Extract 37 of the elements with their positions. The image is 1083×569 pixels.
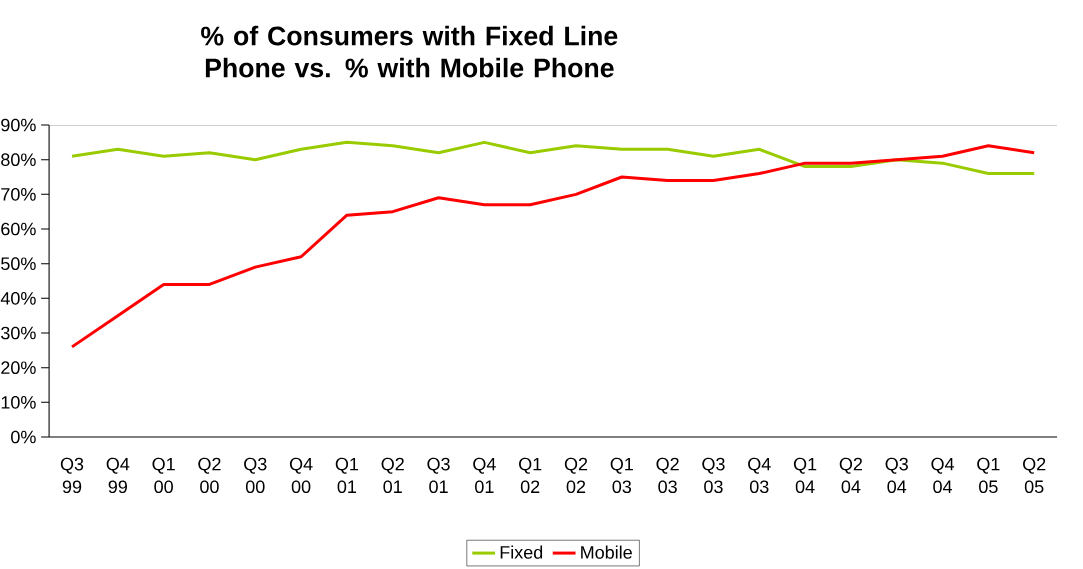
x-tick-label: Q2 03 xyxy=(656,457,679,494)
x-tick-label: Q3 04 xyxy=(885,457,908,494)
x-tick-label: Q2 01 xyxy=(381,457,404,494)
x-tick-label: Q1 02 xyxy=(519,457,542,494)
line-series xyxy=(70,140,1036,176)
x-tick-label: Q3 00 xyxy=(244,457,267,494)
x-tick-label: Q2 02 xyxy=(564,457,588,494)
x-tick-label: Q1 04 xyxy=(793,457,817,494)
y-tick-label: 80% xyxy=(1,153,36,167)
y-tick-label: 30% xyxy=(1,326,36,340)
x-tick-label: Q3 01 xyxy=(427,457,450,494)
legend-label: Mobile xyxy=(581,545,632,559)
y-tick-label: 40% xyxy=(0,291,36,305)
y-tick-label: 20% xyxy=(1,361,36,375)
x-tick-label: Q4 04 xyxy=(931,457,955,494)
y-tick-label: 70% xyxy=(1,187,36,201)
legend-label: Fixed xyxy=(500,545,543,559)
x-tick-label: Q4 03 xyxy=(748,457,771,494)
x-tick-label: Q2 04 xyxy=(839,457,863,494)
x-tick-label: Q4 00 xyxy=(289,457,313,494)
x-tick-label: Q1 01 xyxy=(335,457,359,494)
y-tick-label: 0% xyxy=(11,430,36,444)
x-tick-label: Q2 05 xyxy=(1023,457,1046,494)
x-tick-label: Q1 03 xyxy=(610,457,633,494)
x-tick-label: Q1 00 xyxy=(152,457,175,494)
x-tick-label: Q3 03 xyxy=(702,457,725,494)
x-tick-label: Q2 00 xyxy=(198,457,221,494)
x-tick-label: Q3 99 xyxy=(60,457,84,494)
line-series xyxy=(70,144,1036,349)
x-tick-label: Q4 01 xyxy=(473,457,496,494)
y-tick-label: 10% xyxy=(1,395,36,409)
x-tick-label: Q4 99 xyxy=(106,457,130,494)
y-tick-label: 90% xyxy=(1,118,36,132)
chart-title: % of Consumers with Fixed Line Phone vs. % with Mobile Phone xyxy=(201,25,618,78)
y-tick-label: 60% xyxy=(1,222,36,236)
x-tick-label: Q1 05 xyxy=(977,457,1000,494)
y-tick-label: 50% xyxy=(1,257,36,271)
